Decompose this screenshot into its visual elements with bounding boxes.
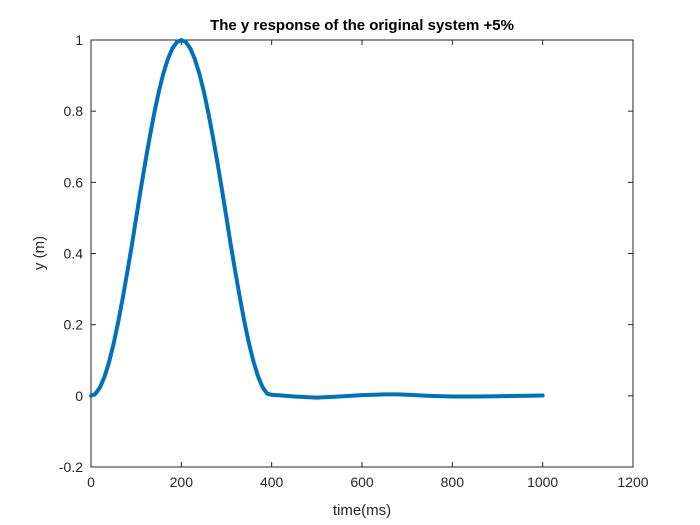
y-tick-label: 0.2 <box>64 317 84 333</box>
x-tick-label: 600 <box>350 474 374 490</box>
y-tick-label: 0.6 <box>64 174 84 190</box>
x-tick-label: 200 <box>170 474 194 490</box>
x-tick-label: 0 <box>87 474 95 490</box>
x-tick-label: 800 <box>441 474 465 490</box>
y-tick-label: 0 <box>75 388 83 404</box>
plot-box <box>90 39 634 468</box>
y-tick-label: 1 <box>75 32 83 48</box>
y-tick-label: 0.8 <box>64 103 84 119</box>
chart-title: The y response of the original system +5… <box>210 17 514 34</box>
y-axis-label: y (m) <box>31 236 48 270</box>
x-tick-label: 400 <box>260 474 284 490</box>
series-line-0 <box>89 38 545 400</box>
plot-area <box>89 38 545 400</box>
x-tick-label: 1200 <box>617 474 648 490</box>
y-tick-label: -0.2 <box>59 459 83 475</box>
x-axis-label: time(ms) <box>333 502 391 519</box>
axes: 0 200 400 600 800 1000 1200-0.200.20.40.60.81 <box>59 32 649 490</box>
y-tick-label: 0.4 <box>64 246 84 262</box>
x-tick-label: 1000 <box>527 474 558 490</box>
